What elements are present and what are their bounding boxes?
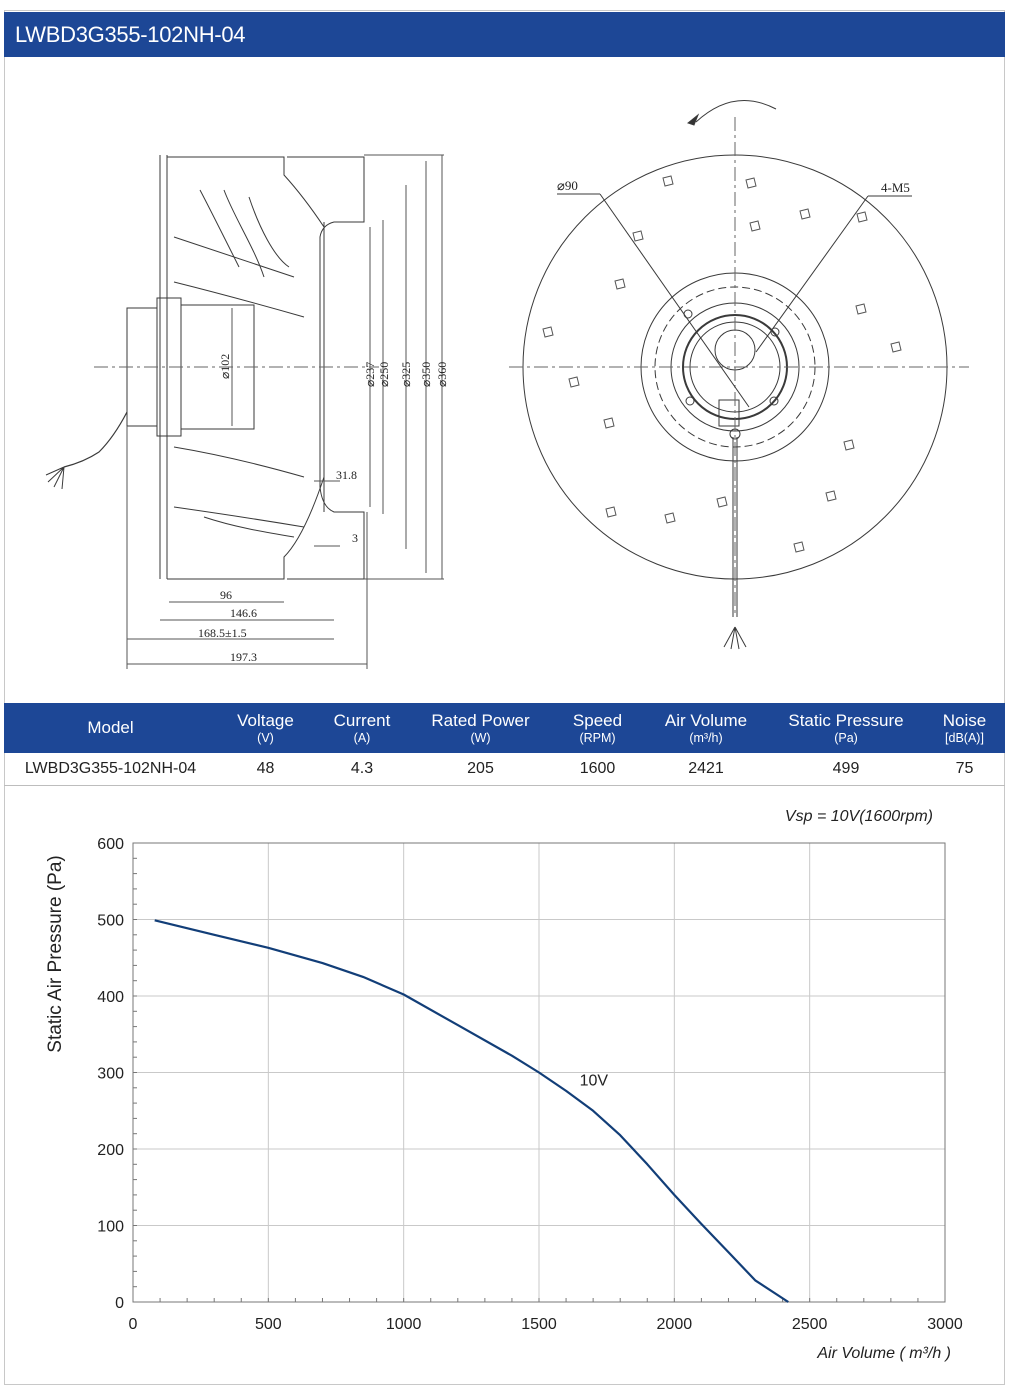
cell-static-pressure: 499 [768, 753, 924, 786]
y-tick-label: 0 [115, 1295, 124, 1312]
cell-model: LWBD3G355-102NH-04 [4, 753, 217, 786]
dim-168-5: 168.5±1.5 [198, 626, 247, 640]
x-tick-label: 1500 [521, 1316, 557, 1333]
y-tick-label: 300 [97, 1066, 124, 1083]
header-rated-power: Rated Power (W) [410, 703, 551, 753]
x-tick-label: 0 [129, 1316, 138, 1333]
technical-drawing: ⌀102 ⌀237 ⌀250 ⌀325 ⌀350 ⌀360 31.8 3 96 … [4, 57, 1005, 703]
y-tick-label: 100 [97, 1219, 124, 1236]
x-tick-label: 1000 [386, 1316, 422, 1333]
label-d90: ⌀90 [557, 178, 578, 193]
chart-series: 10V [154, 919, 789, 1303]
dim-d102: ⌀102 [218, 354, 232, 379]
performance-chart: 0 500 1000 1500 2000 2500 3000 0 100 200 300 400 50… [4, 786, 1005, 1385]
header-speed: Speed (RPM) [551, 703, 644, 753]
side-view [45, 154, 444, 669]
y-tick-label: 500 [97, 913, 124, 930]
cell-current: 4.3 [314, 753, 410, 786]
dim-146-6: 146.6 [230, 606, 257, 620]
y-tick-label: 400 [97, 989, 124, 1006]
front-view [509, 100, 969, 650]
y-axis-label: Static Air Pressure (Pa) [45, 855, 66, 1052]
dim-d237: ⌀237 [363, 362, 377, 387]
dim-d325: ⌀325 [399, 362, 413, 387]
x-tick-labels: 0 500 1000 1500 2000 2500 3000 [129, 1316, 963, 1333]
y-tick-label: 600 [97, 836, 124, 853]
y-tick-label: 200 [97, 1142, 124, 1159]
dim-d360: ⌀360 [435, 362, 449, 387]
header-air-volume: Air Volume (m³/h) [644, 703, 768, 753]
x-tick-label: 2000 [657, 1316, 693, 1333]
header-noise: Noise [dB(A)] [924, 703, 1005, 753]
spec-table: Model Voltage (V) Current (A) Rated Power(… [4, 703, 1005, 786]
header-static-pressure: Static Pressure (Pa) [768, 703, 924, 753]
dim-96: 96 [220, 588, 232, 602]
header-voltage: Voltage (V) [217, 703, 314, 753]
cell-speed: 1600 [551, 753, 644, 786]
cell-noise: 75 [924, 753, 1005, 786]
plot-area [132, 842, 946, 1303]
table-row: LWBD3G355-102NH-04 48 4.3 205 1600 2421 … [4, 753, 1005, 786]
x-tick-label: 3000 [927, 1316, 963, 1333]
series-line-10v [154, 919, 789, 1303]
chart-title: Vsp = 10V(1600rpm) [785, 808, 933, 825]
header-current: Current (A) [314, 703, 410, 753]
dim-31-8: 31.8 [336, 468, 357, 482]
header-model: Model [4, 703, 217, 753]
page-frame [4, 10, 1005, 1385]
dim-3: 3 [352, 531, 358, 545]
dim-d250: ⌀250 [377, 362, 391, 387]
cell-air-volume: 2421 [644, 753, 768, 786]
x-tick-label: 500 [255, 1316, 282, 1333]
x-axis-label: Air Volume ( m³/h ) [816, 1345, 951, 1362]
cell-rated-power: 205 [410, 753, 551, 786]
series-label-10v: 10V [580, 1073, 609, 1090]
dim-197-3: 197.3 [230, 650, 257, 664]
cell-voltage: 48 [217, 753, 314, 786]
x-tick-label: 2500 [792, 1316, 828, 1333]
page-title: LWBD3G355-102NH-04 [4, 12, 1005, 57]
table-header-row: Model Voltage (V) Current (A) Rated Power(… [4, 703, 1005, 753]
label-4-m5: 4-M5 [881, 180, 910, 195]
dim-d350: ⌀350 [419, 362, 433, 387]
y-tick-labels: 0 100 200 300 400 500 600 [97, 836, 124, 1312]
